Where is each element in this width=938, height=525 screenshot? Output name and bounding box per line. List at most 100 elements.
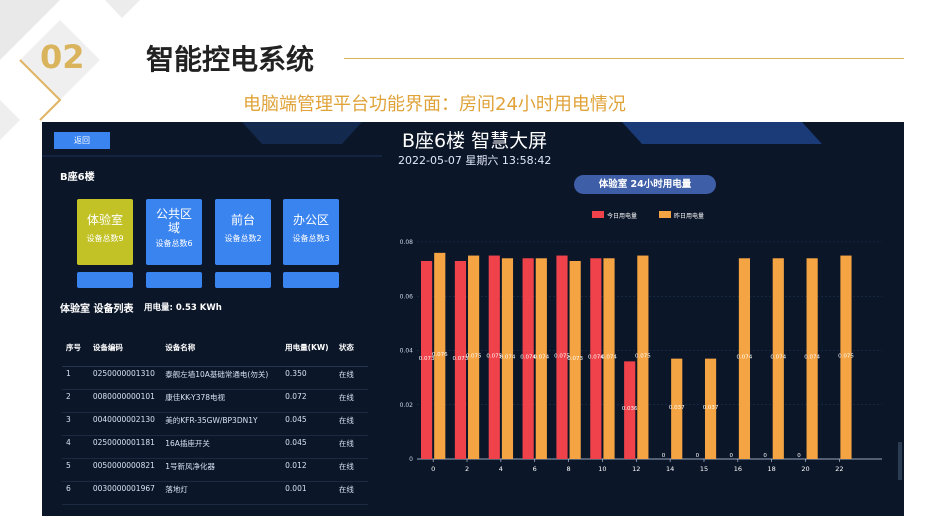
x-tick-label: 20 <box>801 465 809 473</box>
bar <box>772 258 784 459</box>
cell-status: 在线 <box>334 412 368 436</box>
room-card-name: 体验室 <box>86 213 123 227</box>
cell-index: 1 <box>62 366 89 390</box>
cell-power: 0.001 <box>281 481 335 505</box>
col-header-power: 用电量(KW) <box>281 328 335 367</box>
cell-code: 0250000001310 <box>88 366 162 390</box>
page-subtitle: 电脑端管理平台功能界面：房间24小时用电情况 <box>243 94 626 115</box>
bar-value-label: 0.075 <box>554 353 570 359</box>
cell-index: 6 <box>62 481 89 505</box>
bar <box>501 258 514 459</box>
room-card-more[interactable] <box>215 272 271 288</box>
x-tick-label: 12 <box>632 465 640 473</box>
bar-value-label: 0.073 <box>567 356 583 362</box>
y-tick-label: 0.08 <box>400 239 414 246</box>
cell-index: 5 <box>62 458 89 482</box>
room-card-count: 设备总数2 <box>224 234 262 243</box>
y-tick-label: 0.06 <box>400 293 414 300</box>
back-button[interactable]: 返回 <box>54 132 110 149</box>
bar <box>624 361 636 459</box>
bar <box>434 252 446 459</box>
cell-status: 在线 <box>334 481 368 505</box>
room-card-more[interactable] <box>77 272 133 288</box>
cell-index: 2 <box>62 389 89 413</box>
bar <box>522 258 534 459</box>
device-list-title: 体验室 设备列表 <box>60 304 134 315</box>
legend-label: 昨日用电量 <box>674 212 704 220</box>
cell-power: 0.072 <box>281 389 335 413</box>
bar-value-label: 0.076 <box>432 352 448 358</box>
bar <box>603 258 615 459</box>
bar <box>421 260 433 459</box>
bar-value-label: 0.074 <box>601 355 617 361</box>
bar <box>468 255 480 459</box>
room-card-name: 前台 <box>230 213 255 227</box>
bar <box>590 258 602 459</box>
cell-code: 0080000000101 <box>88 389 162 413</box>
bar <box>569 260 581 459</box>
room-card-public[interactable]: 公共区域 设备总数6 <box>146 199 202 265</box>
table-row[interactable]: 1 0250000001310 泰舰左墙10A基础常通电(勿关) 0.350 在… <box>62 366 368 390</box>
bar-value-label: 0.074 <box>804 355 820 361</box>
legend-swatch <box>659 211 671 218</box>
header-decoration <box>42 122 822 157</box>
dashboard-title: B座6楼 智慧大屏 <box>402 130 548 152</box>
room-card-experience[interactable]: 体验室 设备总数9 <box>77 199 133 265</box>
cell-name: 康佳KK-Y378电视 <box>161 389 282 413</box>
cell-power: 0.045 <box>281 435 335 459</box>
cell-status: 在线 <box>334 458 368 482</box>
bar-value-label: 0.075 <box>635 353 651 359</box>
section-number: 02 <box>40 38 85 76</box>
cell-code: 0030000001967 <box>88 481 162 505</box>
legend-swatch <box>592 211 604 218</box>
bar-value-label: 0 <box>797 453 801 459</box>
room-card-office[interactable]: 办公区 设备总数3 <box>283 199 339 265</box>
bar-value-label: 0.074 <box>500 355 516 361</box>
x-tick-label: 15 <box>700 465 708 473</box>
cell-name: 落地灯 <box>161 481 282 505</box>
room-card-count: 设备总数3 <box>292 234 330 243</box>
title-divider <box>344 58 904 59</box>
room-card-count: 设备总数6 <box>155 239 193 248</box>
table-row[interactable]: 2 0080000000101 康佳KK-Y378电视 0.072 在线 <box>62 389 368 413</box>
bar-value-label: 0.073 <box>419 356 435 362</box>
side-scroll-handle[interactable] <box>898 442 902 480</box>
room-card-more[interactable] <box>283 272 339 288</box>
bar-value-label: 0.075 <box>466 353 482 359</box>
bar-value-label: 0.037 <box>703 405 719 411</box>
cell-status: 在线 <box>334 435 368 459</box>
x-tick-label: 18 <box>768 465 776 473</box>
col-header-status: 状态 <box>334 328 368 367</box>
bar <box>488 255 500 459</box>
bar-value-label: 0.074 <box>770 355 786 361</box>
bar <box>738 258 751 459</box>
y-tick-label: 0 <box>409 456 413 463</box>
table-row[interactable]: 6 0030000001967 落地灯 0.001 在线 <box>62 481 368 505</box>
x-tick-label: 8 <box>567 465 571 473</box>
table-row[interactable]: 5 0050000000821 1号新风净化器 0.012 在线 <box>62 458 368 482</box>
bar-value-label: 0.037 <box>669 405 685 411</box>
table-header-row: 序号 设备编码 设备名称 用电量(KW) 状态 <box>62 328 368 367</box>
table-row[interactable]: 3 0040000002130 美的KFR-35GW/BP3DN1Y 0.045… <box>62 412 368 436</box>
cell-code: 0050000000821 <box>88 458 162 482</box>
room-card-more[interactable] <box>146 272 202 288</box>
bar-value-label: 0.074 <box>520 355 536 361</box>
table-row[interactable]: 4 0250000001181 16A插座开关 0.045 在线 <box>62 435 368 459</box>
room-card-name: 办公区 <box>292 213 329 227</box>
legend-label: 今日用电量 <box>607 212 637 220</box>
x-tick-label: 2 <box>465 465 469 473</box>
x-tick-label: 14 <box>666 465 674 473</box>
page-title: 智能控电系统 <box>146 43 315 76</box>
room-card-front-desk[interactable]: 前台 设备总数2 <box>215 199 271 265</box>
device-table: 序号 设备编码 设备名称 用电量(KW) 状态 1 0250000001310 … <box>62 328 368 505</box>
cell-index: 4 <box>62 435 89 459</box>
room-card-count: 设备总数9 <box>86 234 124 243</box>
bar <box>704 358 717 459</box>
cell-power: 0.012 <box>281 458 335 482</box>
device-list-power: 用电量: 0.53 KWh <box>144 303 222 313</box>
bar <box>671 358 683 459</box>
x-tick-label: 10 <box>598 465 606 473</box>
bar <box>806 258 818 459</box>
bar-value-label: 0 <box>662 453 666 459</box>
bar-value-label: 0.074 <box>737 355 753 361</box>
